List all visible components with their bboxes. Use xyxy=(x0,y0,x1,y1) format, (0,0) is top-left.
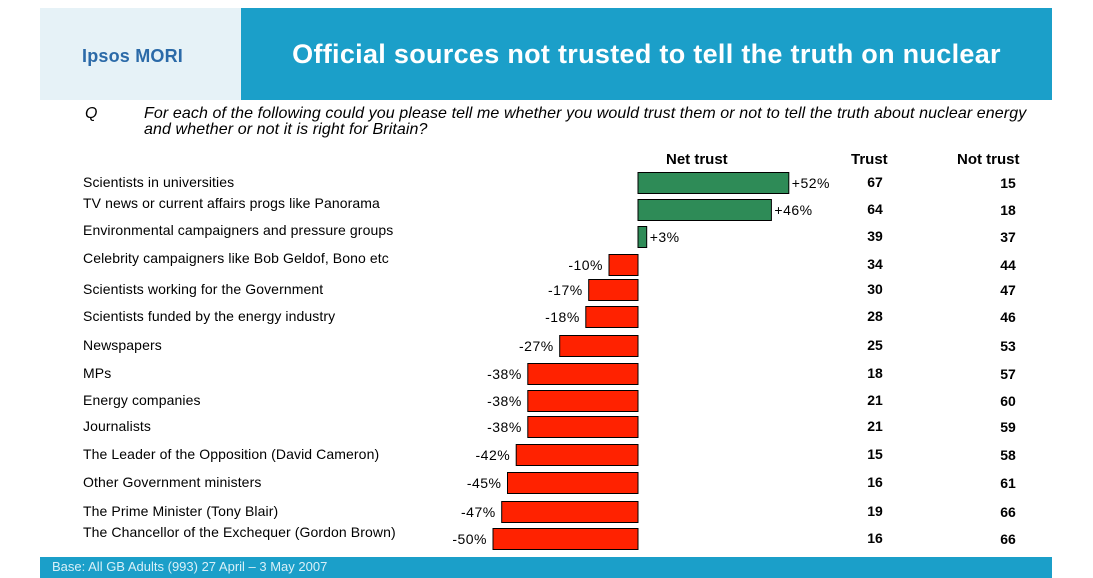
net-trust-bar xyxy=(501,501,639,523)
net-trust-value-label: -38% xyxy=(487,393,522,409)
not-trust-value: 18 xyxy=(1000,202,1016,218)
trust-value: 21 xyxy=(867,392,883,408)
category-label: Other Government ministers xyxy=(83,474,262,490)
category-label: The Prime Minister (Tony Blair) xyxy=(83,503,279,519)
category-label: Environmental campaigners and pressure g… xyxy=(83,222,394,238)
not-trust-value: 53 xyxy=(1000,338,1016,354)
category-label: Scientists in universities xyxy=(83,174,235,190)
net-trust-bar xyxy=(515,444,639,466)
net-trust-bar xyxy=(637,226,648,248)
question-text: For each of the following could you plea… xyxy=(144,105,1027,138)
net-trust-bar xyxy=(527,416,639,438)
question-label: Q xyxy=(85,105,98,122)
net-trust-value-label: -17% xyxy=(548,282,583,298)
ipsos-mori-logo: Ipsos MORI xyxy=(82,46,184,66)
trust-value: 16 xyxy=(867,530,883,546)
net-trust-value-label: -38% xyxy=(487,366,522,382)
trust-value: 21 xyxy=(867,418,883,434)
footer-band: Base: All GB Adults (993) 27 April – 3 M… xyxy=(40,557,1052,578)
net-trust-value-label: -27% xyxy=(519,338,554,354)
net-trust-bar xyxy=(527,363,639,385)
net-trust-bar xyxy=(585,306,639,328)
trust-value: 15 xyxy=(867,446,883,462)
net-trust-value-label: +52% xyxy=(792,175,830,191)
trust-value: 16 xyxy=(867,474,883,490)
category-label: MPs xyxy=(83,365,112,381)
not-trust-value: 15 xyxy=(1000,175,1016,191)
net-trust-bar xyxy=(608,254,639,276)
not-trust-value: 61 xyxy=(1000,475,1016,491)
not-trust-value: 37 xyxy=(1000,229,1016,245)
net-trust-value-label: -45% xyxy=(467,475,502,491)
net-trust-value-label: -10% xyxy=(568,257,603,273)
trust-value: 64 xyxy=(867,201,883,217)
not-trust-value: 46 xyxy=(1000,309,1016,325)
net-trust-value-label: -50% xyxy=(452,531,487,547)
not-trust-value: 66 xyxy=(1000,504,1016,520)
net-trust-value-label: +46% xyxy=(774,202,812,218)
net-trust-value-label: -42% xyxy=(476,447,511,463)
not-trust-value: 44 xyxy=(1000,257,1016,273)
net-trust-bar xyxy=(559,335,639,357)
net-trust-bar xyxy=(588,279,639,301)
category-label: The Leader of the Opposition (David Came… xyxy=(83,446,380,462)
trust-value: 39 xyxy=(867,228,883,244)
category-label: Scientists working for the Government xyxy=(83,281,324,297)
net-trust-bar xyxy=(527,390,639,412)
net-trust-value-label: -38% xyxy=(487,419,522,435)
trust-value: 18 xyxy=(867,365,883,381)
category-label: Scientists funded by the energy industry xyxy=(83,308,336,324)
page-title: Official sources not trusted to tell the… xyxy=(292,39,1001,69)
trust-value: 30 xyxy=(867,281,883,297)
net-trust-value-label: -18% xyxy=(545,309,580,325)
trust-value: 34 xyxy=(867,256,883,272)
not-trust-value: 60 xyxy=(1000,393,1016,409)
not-trust-value: 57 xyxy=(1000,366,1016,382)
not-trust-value: 47 xyxy=(1000,282,1016,298)
not-trust-value: 58 xyxy=(1000,447,1016,463)
net-trust-value-label: +3% xyxy=(650,229,680,245)
trust-value: 25 xyxy=(867,337,883,353)
base-note: Base: All GB Adults (993) 27 April – 3 M… xyxy=(52,559,328,574)
trust-value: 28 xyxy=(867,308,883,324)
not-trust-value: 66 xyxy=(1000,531,1016,547)
not-trust-header: Not trust xyxy=(957,151,1020,168)
not-trust-value: 59 xyxy=(1000,419,1016,435)
trust-header: Trust xyxy=(851,151,888,168)
category-label: The Chancellor of the Exchequer (Gordon … xyxy=(83,524,396,540)
category-label: Celebrity campaigners like Bob Geldof, B… xyxy=(83,250,389,266)
category-label: Energy companies xyxy=(83,392,201,408)
net-trust-bar xyxy=(637,199,772,221)
net-trust-header: Net trust xyxy=(666,151,728,168)
category-label: Newspapers xyxy=(83,337,162,353)
net-trust-bar xyxy=(507,472,639,494)
title-band: Official sources not trusted to tell the… xyxy=(241,8,1052,100)
net-trust-bar xyxy=(492,528,639,550)
category-label: TV news or current affairs progs like Pa… xyxy=(83,195,380,211)
trust-value: 67 xyxy=(867,174,883,190)
category-label: Journalists xyxy=(83,418,152,434)
net-trust-value-label: -47% xyxy=(461,504,496,520)
trust-value: 19 xyxy=(867,503,883,519)
net-trust-bar xyxy=(637,172,790,194)
